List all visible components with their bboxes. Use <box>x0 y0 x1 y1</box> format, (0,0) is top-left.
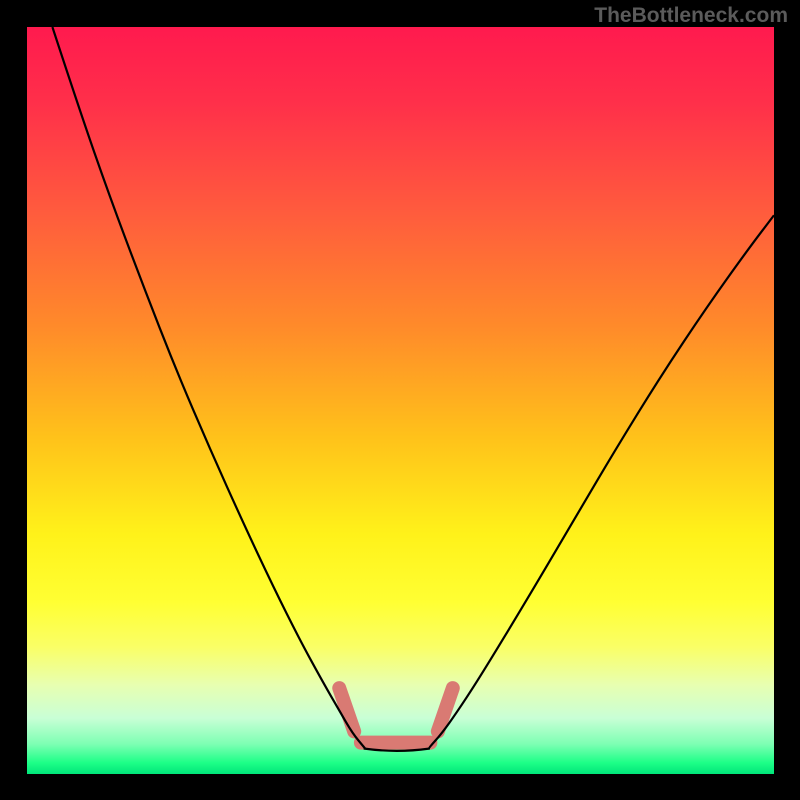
chart-container: TheBottleneck.com <box>0 0 800 800</box>
curves-layer <box>27 27 774 774</box>
plot-area <box>27 27 774 774</box>
watermark-text: TheBottleneck.com <box>594 4 788 28</box>
v-curve <box>52 27 774 751</box>
bottom-marker <box>339 688 453 743</box>
